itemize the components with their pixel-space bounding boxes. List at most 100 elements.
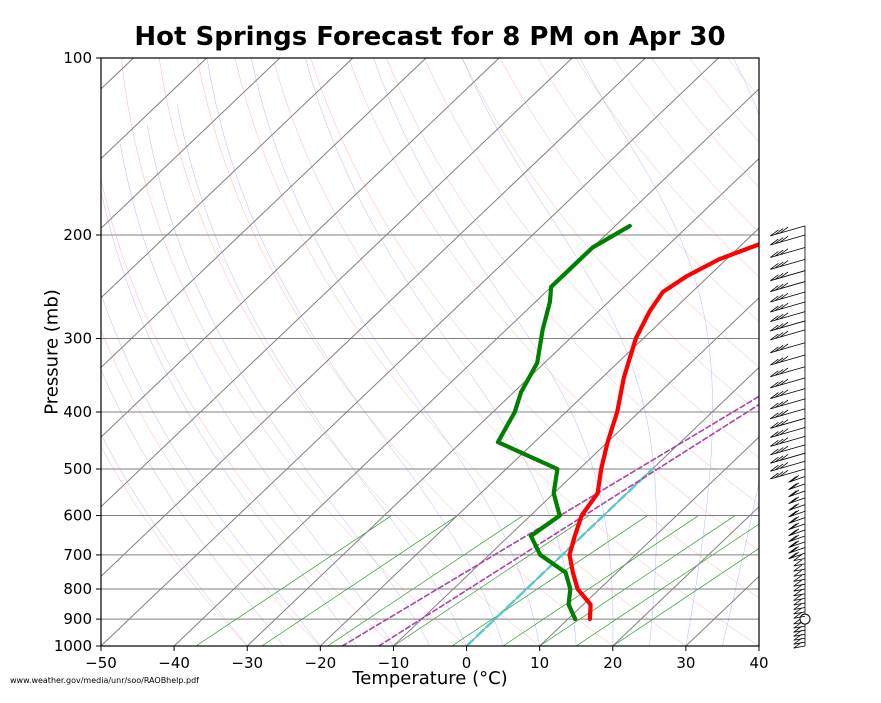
wind-barb-flag bbox=[774, 455, 784, 463]
moist-adiabat bbox=[305, 58, 577, 646]
isotherm bbox=[246, 157, 759, 646]
wind-barb-flag bbox=[779, 469, 789, 477]
wind-barb bbox=[793, 615, 806, 619]
wind-barb-flag bbox=[770, 472, 779, 480]
temperature-line bbox=[567, 242, 759, 622]
wind-barb-flag bbox=[779, 445, 789, 453]
wind-barb-flag bbox=[779, 248, 789, 255]
dry-adiabat bbox=[101, 445, 248, 646]
wind-barb-flag bbox=[790, 551, 800, 559]
highlight-line bbox=[465, 467, 654, 646]
wind-barb-flag bbox=[779, 226, 789, 234]
wind-barb bbox=[793, 573, 806, 577]
isotherm bbox=[101, 58, 646, 578]
dry-adiabat bbox=[272, 58, 759, 646]
wind-barb-flag bbox=[788, 541, 797, 548]
isotherm bbox=[101, 58, 354, 299]
wind-barb bbox=[793, 645, 806, 649]
moist-adiabat bbox=[758, 645, 759, 646]
y-tick-label: 800 bbox=[63, 580, 92, 598]
isotherm bbox=[101, 58, 281, 229]
dry-adiabat bbox=[121, 58, 467, 646]
dry-adiabat bbox=[613, 58, 759, 233]
wind-barb-flag bbox=[779, 330, 789, 338]
wind-barb bbox=[793, 629, 806, 633]
wind-barb-flag bbox=[790, 534, 800, 542]
dry-adiabat bbox=[651, 58, 759, 188]
wind-barb-flag bbox=[770, 370, 779, 378]
wind-barb-flag bbox=[790, 475, 800, 482]
y-tick-label: 100 bbox=[63, 49, 92, 67]
y-tick-label: 500 bbox=[63, 460, 92, 478]
x-tick-label: 20 bbox=[603, 654, 622, 672]
wind-barb bbox=[793, 558, 806, 561]
wind-barb-flag bbox=[774, 283, 784, 291]
wind-barb-flag bbox=[779, 355, 789, 363]
isotherm bbox=[101, 58, 500, 438]
wind-barb bbox=[793, 641, 806, 645]
isotherm bbox=[685, 575, 759, 646]
wind-barb bbox=[793, 633, 806, 637]
wind-barb-flag bbox=[770, 315, 779, 322]
x-tick-label: −20 bbox=[305, 654, 337, 672]
wind-barb bbox=[793, 611, 806, 615]
mixing-ratio-line bbox=[612, 547, 759, 646]
wind-barb-flag bbox=[793, 554, 802, 561]
wind-barb bbox=[793, 593, 806, 597]
y-tick-label: 600 bbox=[63, 507, 92, 525]
wind-barb-flag bbox=[790, 482, 800, 490]
moist-adiabat bbox=[146, 124, 431, 646]
wind-barb-flag bbox=[779, 271, 789, 279]
wind-barb-flag bbox=[770, 431, 779, 438]
dry-adiabat bbox=[727, 58, 759, 97]
wind-barb-flag bbox=[774, 420, 784, 428]
wind-barb-flag bbox=[779, 292, 789, 300]
wind-barb-flag bbox=[770, 448, 779, 456]
wind-barb-flag bbox=[779, 409, 789, 417]
dry-adiabat bbox=[234, 58, 687, 646]
wind-barb-flag bbox=[779, 399, 789, 407]
dry-adiabat bbox=[499, 58, 759, 368]
wind-barb-flag bbox=[774, 332, 784, 339]
mixing-ratio-line bbox=[261, 515, 458, 646]
x-tick-label: 0 bbox=[462, 654, 472, 672]
wind-calm-circle bbox=[799, 613, 811, 625]
wind-barb bbox=[793, 568, 806, 572]
wind-barb-flag bbox=[788, 529, 797, 537]
dry-adiabat bbox=[196, 58, 613, 646]
wind-barb-flag bbox=[774, 471, 784, 478]
moist-adiabat bbox=[722, 58, 759, 646]
dry-adiabat bbox=[765, 58, 881, 646]
wind-barb-flag bbox=[770, 274, 779, 282]
wind-barb-flag bbox=[770, 346, 779, 354]
wind-barb-flag bbox=[788, 546, 797, 554]
moist-adiabat bbox=[206, 58, 504, 646]
wind-barb-flag bbox=[790, 489, 800, 497]
parcel-path-1 bbox=[341, 395, 759, 646]
wind-barb bbox=[793, 563, 806, 567]
wind-barb-flag bbox=[793, 564, 802, 572]
wind-barb bbox=[793, 637, 806, 641]
moist-adiabat bbox=[101, 369, 284, 646]
mixing-ratio-line bbox=[451, 515, 648, 646]
wind-barb-flag bbox=[770, 238, 779, 246]
wind-barb-flag bbox=[770, 229, 779, 237]
wind-barb-flag bbox=[770, 440, 779, 447]
wind-barb-flag bbox=[770, 263, 779, 270]
mixing-ratio-line bbox=[327, 515, 524, 646]
wind-barb-flag bbox=[774, 294, 784, 301]
mixing-ratio-line bbox=[576, 523, 759, 646]
parcel-path-2 bbox=[377, 403, 759, 646]
wind-barb-flag bbox=[770, 402, 779, 410]
dry-adiabat bbox=[348, 58, 759, 552]
mixing-ratio-line bbox=[195, 515, 392, 646]
wind-barb-flag bbox=[770, 421, 779, 429]
moist-adiabat bbox=[101, 292, 321, 646]
wind-barb bbox=[793, 607, 806, 610]
isotherm bbox=[101, 58, 573, 508]
wind-barb-flag bbox=[788, 523, 797, 530]
wind-barb-flag bbox=[779, 378, 789, 386]
mixing-ratio-line bbox=[393, 515, 590, 646]
isotherm bbox=[612, 506, 759, 646]
wind-barb-flag bbox=[774, 390, 784, 398]
